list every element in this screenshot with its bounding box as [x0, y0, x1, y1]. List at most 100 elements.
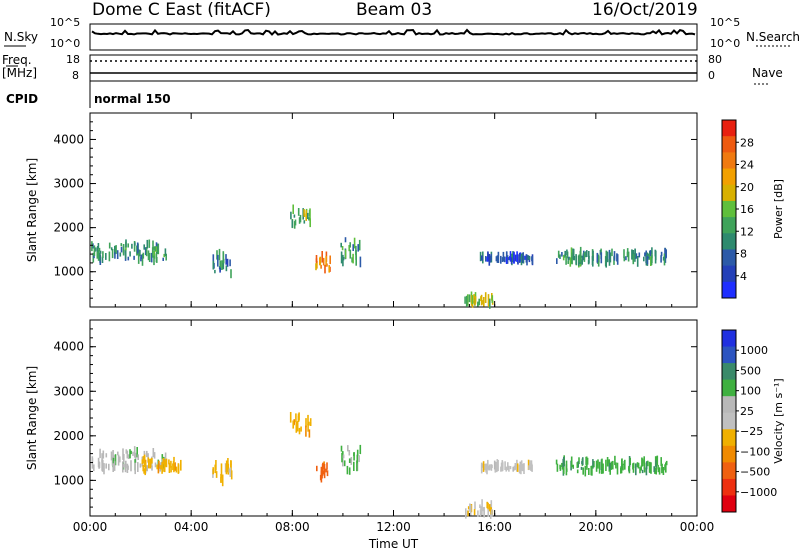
power-echo-cell: [225, 254, 227, 260]
velocity-echo-cell: [130, 460, 132, 472]
velocity-echo-cell: [632, 468, 635, 473]
velocity-echo-cell: [308, 429, 311, 438]
velocity-echo-cell: [154, 462, 157, 468]
velocity-panel: 1000 2000 3000 4000 00:00 04:00 08:00 12:00 16:0…: [25, 319, 785, 551]
power-echo-cell: [298, 217, 301, 224]
power-echo-cell: [316, 260, 318, 269]
velocity-echo-cell: [136, 447, 138, 458]
power-echo-cell: [214, 269, 216, 274]
plot-title: Dome C East (fitACF): [92, 0, 271, 20]
power-echo-cell: [501, 257, 504, 262]
velocity-echo-cell: [170, 460, 172, 468]
velocity-echo-cell: [101, 461, 104, 472]
power-echo-cell: [611, 248, 613, 257]
velocity-echo-cell: [168, 459, 170, 465]
velocity-echo-cell: [582, 467, 584, 475]
power-echo-cell: [105, 253, 107, 260]
velocity-echo-cell: [174, 462, 176, 471]
velocity-echo-cell: [144, 467, 146, 476]
velocity-echo-cell: [598, 461, 601, 474]
power-echo-cell: [221, 260, 223, 270]
velocity-echo-cell: [144, 462, 147, 471]
freq-tick-top: 18: [66, 53, 80, 66]
velocity-colorbar-tick-label: 1000: [740, 344, 768, 357]
power-echo-cell: [503, 256, 506, 263]
power-echo-cell: [155, 253, 158, 263]
power-echo-cell: [512, 251, 514, 262]
nsearch-label: N.Search: [746, 30, 800, 44]
power-echo-cell: [585, 251, 587, 258]
velocity-echo-cell: [127, 465, 129, 470]
power-echo-cell: [147, 250, 150, 261]
velocity-echo-cell: [588, 468, 590, 475]
date-label: 16/Oct/2019: [592, 0, 698, 20]
velocity-echo-cell: [221, 474, 224, 487]
velocity-echo-cell: [655, 462, 657, 475]
velocity-echo-cell: [513, 465, 516, 471]
power-echo-cell: [225, 265, 228, 272]
velocity-echo-cell: [98, 462, 101, 468]
power-echo-cell: [321, 251, 323, 263]
velocity-echo-cell: [173, 465, 175, 473]
velocity-echo-cell: [477, 510, 479, 517]
velocity-echo-cell: [156, 464, 158, 470]
velocity-echo-cell: [293, 419, 295, 425]
velocity-echo-cell: [465, 508, 467, 519]
nave-tick-top: 80: [708, 53, 722, 66]
power-echo-cell: [324, 264, 326, 274]
power-echo-cell: [148, 252, 151, 262]
velocity-echo-cell: [297, 413, 300, 422]
velocity-echo-cell: [521, 465, 524, 471]
velocity-echo-cell: [645, 461, 648, 470]
power-ytick-label: 1000: [53, 265, 84, 279]
power-echo-cell: [146, 239, 149, 249]
velocity-echo-cell: [305, 425, 307, 437]
velocity-echo-cell: [112, 457, 115, 465]
power-echo-cell: [143, 244, 145, 250]
velocity-echo-cell: [615, 462, 617, 469]
power-echo-cell: [114, 252, 116, 259]
power-echo-cell: [320, 264, 322, 269]
velocity-colorbar-frame: [721, 329, 737, 513]
power-echo-cell: [616, 253, 618, 262]
power-colorbar-swatch: [722, 184, 736, 202]
velocity-echo-cell: [483, 506, 485, 516]
velocity-echo-cell: [653, 466, 655, 473]
power-echo-cell: [111, 249, 114, 259]
velocity-echo-cell: [105, 453, 108, 458]
power-echo-cell: [133, 255, 135, 260]
power-echo-cell: [564, 250, 566, 257]
velocity-echo-cell: [488, 464, 491, 471]
velocity-echo-cell: [482, 461, 485, 472]
velocity-echo-cell: [350, 457, 353, 465]
power-echo-cell: [623, 249, 625, 259]
power-echo-cell: [293, 214, 296, 218]
power-echo-cell: [302, 208, 304, 220]
power-echo-cell: [349, 242, 351, 248]
velocity-echo-cell: [130, 450, 132, 455]
velocity-colorbar-swatch: [722, 346, 736, 364]
velocity-echo-cell: [356, 454, 359, 465]
velocity-echo-cell: [212, 467, 214, 475]
velocity-echo-cell: [309, 421, 312, 426]
power-echo-cell: [660, 251, 663, 257]
velocity-colorbar-label: Velocity [m s⁻¹]: [772, 378, 785, 463]
power-colorbar-swatch: [722, 217, 736, 234]
power-echo-cell: [92, 243, 94, 249]
power-echo-cell: [488, 254, 491, 266]
velocity-echo-cell: [628, 465, 630, 471]
power-echo-cell: [625, 256, 627, 261]
power-colorbar-swatch: [722, 136, 736, 153]
power-echo-cell: [357, 244, 359, 252]
power-echo-cell: [486, 256, 489, 262]
power-echo-cell: [631, 249, 633, 260]
velocity-echo-cell: [165, 461, 167, 467]
power-echo-cell: [97, 249, 100, 261]
power-echo-cell: [484, 292, 487, 303]
power-echo-cell: [605, 256, 607, 268]
velocity-echo-cell: [479, 504, 481, 509]
velocity-echo-cell: [143, 455, 146, 468]
freq-panel-frame: [89, 54, 698, 82]
velocity-echo-cell: [505, 466, 507, 472]
velocity-echo-cell: [528, 465, 530, 471]
